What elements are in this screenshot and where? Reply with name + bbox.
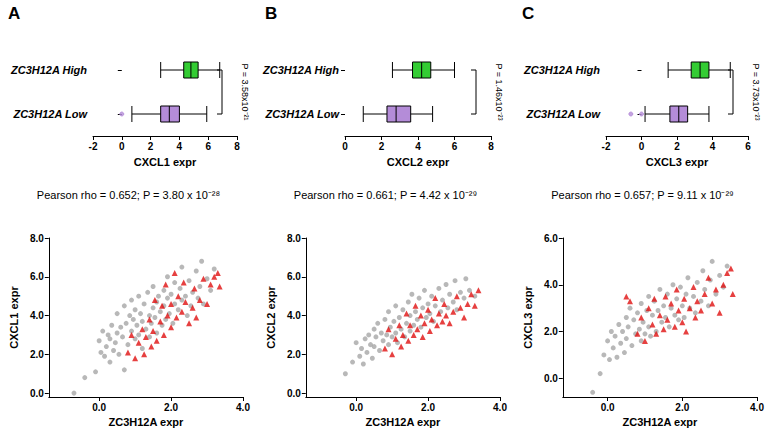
svg-text:2: 2 [674,141,680,152]
svg-text:0.0: 0.0 [92,402,106,413]
svg-text:-2: -2 [89,141,98,152]
svg-text:ZC3H12A Low: ZC3H12A Low [264,108,340,120]
svg-text:4.0: 4.0 [750,402,764,413]
svg-text:2.0: 2.0 [287,349,301,360]
svg-text:CXCL3 expr: CXCL3 expr [522,286,534,349]
svg-text:-2: -2 [602,141,611,152]
svg-text:CXCL1 expr: CXCL1 expr [134,156,197,168]
svg-text:2.0: 2.0 [675,402,689,413]
svg-text:0.0: 0.0 [30,388,44,399]
svg-text:8.0: 8.0 [287,233,301,244]
svg-text:ZC3H12A expr: ZC3H12A expr [109,416,185,428]
svg-text:6.0: 6.0 [30,271,44,282]
svg-text:ZC3H12A Low: ZC3H12A Low [525,108,601,120]
svg-text:CXCL2 expr: CXCL2 expr [387,156,450,168]
svg-text:4: 4 [415,141,421,152]
svg-text:8: 8 [488,141,494,152]
svg-text:ZC3H12A High: ZC3H12A High [523,64,600,76]
svg-text:CXCL2 expr: CXCL2 expr [265,286,277,349]
svg-text:2.0: 2.0 [164,402,178,413]
html-text:C: C [522,4,535,23]
svg-text:2: 2 [379,141,385,152]
svg-text:ZC3H12A expr: ZC3H12A expr [366,416,442,428]
svg-text:P = 3.73x10⁻²³: P = 3.73x10⁻²³ [751,63,761,120]
svg-text:Pearson rho = 0.657; P = 9.11: Pearson rho = 0.657; P = 9.11 x 10⁻²⁹ [551,189,734,201]
svg-text:0: 0 [639,141,645,152]
svg-text:0.0: 0.0 [544,373,558,384]
svg-text:2.0: 2.0 [421,402,435,413]
svg-text:P = 3.58x10⁻²¹: P = 3.58x10⁻²¹ [240,63,250,120]
svg-text:4.0: 4.0 [493,402,507,413]
svg-text:6.0: 6.0 [544,233,558,244]
svg-text:0: 0 [342,141,348,152]
svg-text:2.0: 2.0 [30,349,44,360]
svg-text:CXCL1 expr: CXCL1 expr [8,286,20,349]
svg-text:ZC3H12A Low: ZC3H12A Low [12,108,88,120]
svg-text:6: 6 [745,141,751,152]
svg-text:0.0: 0.0 [349,402,363,413]
svg-text:2.0: 2.0 [544,326,558,337]
svg-text:8: 8 [234,141,240,152]
svg-text:2: 2 [148,141,154,152]
svg-text:ZC3H12A High: ZC3H12A High [10,64,87,76]
svg-text:4.0: 4.0 [30,310,44,321]
svg-text:Pearson rho = 0.652; P = 3.80: Pearson rho = 0.652; P = 3.80 x 10⁻²⁸ [37,189,220,201]
svg-text:4.0: 4.0 [544,279,558,290]
svg-text:6: 6 [205,141,211,152]
svg-text:CXCL3 expr: CXCL3 expr [646,156,709,168]
html-text:B: B [265,4,278,23]
svg-text:0: 0 [119,141,125,152]
svg-text:P = 1.46x10⁻²³: P = 1.46x10⁻²³ [494,63,504,120]
svg-text:ZC3H12A expr: ZC3H12A expr [623,416,699,428]
svg-text:Pearson rho = 0.661; P = 4.42: Pearson rho = 0.661; P = 4.42 x 10⁻²⁹ [294,189,477,201]
svg-text:4: 4 [177,141,183,152]
svg-text:0.0: 0.0 [287,388,301,399]
svg-text:8.0: 8.0 [30,233,44,244]
svg-text:0.0: 0.0 [601,402,615,413]
svg-text:4: 4 [710,141,716,152]
svg-text:4.0: 4.0 [287,310,301,321]
svg-text:6: 6 [452,141,458,152]
svg-text:6.0: 6.0 [287,271,301,282]
html-text:A: A [8,4,21,23]
svg-text:4.0: 4.0 [236,402,250,413]
svg-text:ZC3H12A High: ZC3H12A High [262,64,339,76]
